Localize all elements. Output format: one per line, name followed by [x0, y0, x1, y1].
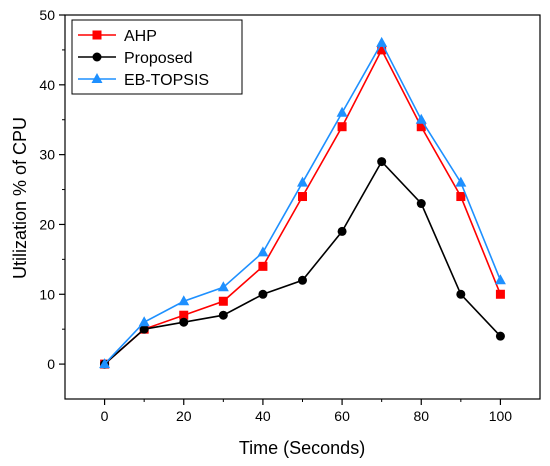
legend-label: AHP [124, 28, 157, 45]
axes: 0 20 40 60 80 100 0 10 20 30 40 50 [39, 7, 512, 424]
data-point-ahp [495, 289, 505, 299]
data-point-eb-topsis [257, 246, 269, 257]
legend-item-eb-topsis: EB-TOPSIS [78, 72, 209, 89]
data-point-proposed [258, 289, 268, 299]
series-layer [99, 36, 506, 369]
data-point-proposed [139, 324, 149, 334]
y-tick-label: 20 [39, 216, 55, 232]
data-point-eb-topsis [178, 295, 190, 306]
data-point-eb-topsis [297, 176, 308, 187]
data-point-proposed [179, 317, 189, 327]
x-axis-title: Time (Seconds) [239, 438, 365, 458]
y-tick-label: 30 [39, 147, 55, 163]
data-point-proposed [377, 157, 387, 167]
data-point-eb-topsis [138, 316, 150, 327]
data-point-eb-topsis [217, 281, 229, 292]
series-line-proposed [104, 160, 501, 365]
data-point-proposed [495, 331, 505, 341]
data-point-ahp [258, 261, 268, 271]
series-eb-topsis [99, 36, 506, 369]
data-point-ahp [218, 296, 228, 306]
data-point-ahp [377, 45, 387, 55]
legend-item-ahp: AHP [78, 28, 157, 45]
series-line-ahp [104, 48, 502, 365]
data-point-ahp [179, 310, 189, 320]
x-tick-label: 100 [489, 408, 513, 424]
data-point-eb-topsis [455, 176, 467, 187]
data-point-eb-topsis [376, 36, 388, 47]
data-point-ahp [416, 122, 426, 132]
x-tick-label: 20 [176, 408, 192, 424]
data-point-proposed [416, 199, 426, 209]
legend-marker [92, 30, 102, 40]
data-point-eb-topsis [494, 274, 506, 285]
series-proposed [100, 157, 505, 369]
data-point-eb-topsis [99, 358, 111, 369]
y-tick-label: 50 [39, 7, 55, 23]
data-point-ahp [337, 122, 347, 132]
data-point-ahp [298, 192, 307, 202]
data-point-eb-topsis [336, 106, 348, 117]
legend-label: Proposed [124, 50, 193, 67]
x-tick-label: 40 [255, 408, 271, 424]
data-point-proposed [218, 310, 228, 320]
data-point-proposed [337, 226, 347, 236]
legend-marker [92, 52, 102, 62]
data-point-eb-topsis [415, 113, 427, 124]
y-tick-label: 0 [47, 356, 55, 372]
y-tick-label: 40 [39, 77, 55, 93]
legend-item-proposed: Proposed [78, 50, 193, 67]
legend: AHP Proposed EB-TOPSIS [71, 19, 243, 95]
x-tick-label: 60 [334, 408, 350, 424]
data-point-ahp [456, 192, 466, 202]
legend-label: EB-TOPSIS [124, 72, 209, 89]
x-tick-label: 80 [413, 408, 429, 424]
x-tick-label: 0 [101, 408, 109, 424]
data-point-proposed [456, 289, 466, 299]
y-tick-label: 10 [39, 286, 55, 302]
legend-marker [91, 73, 103, 83]
y-axis-title: Utilization % of CPU [10, 117, 30, 279]
data-point-proposed [298, 275, 307, 285]
